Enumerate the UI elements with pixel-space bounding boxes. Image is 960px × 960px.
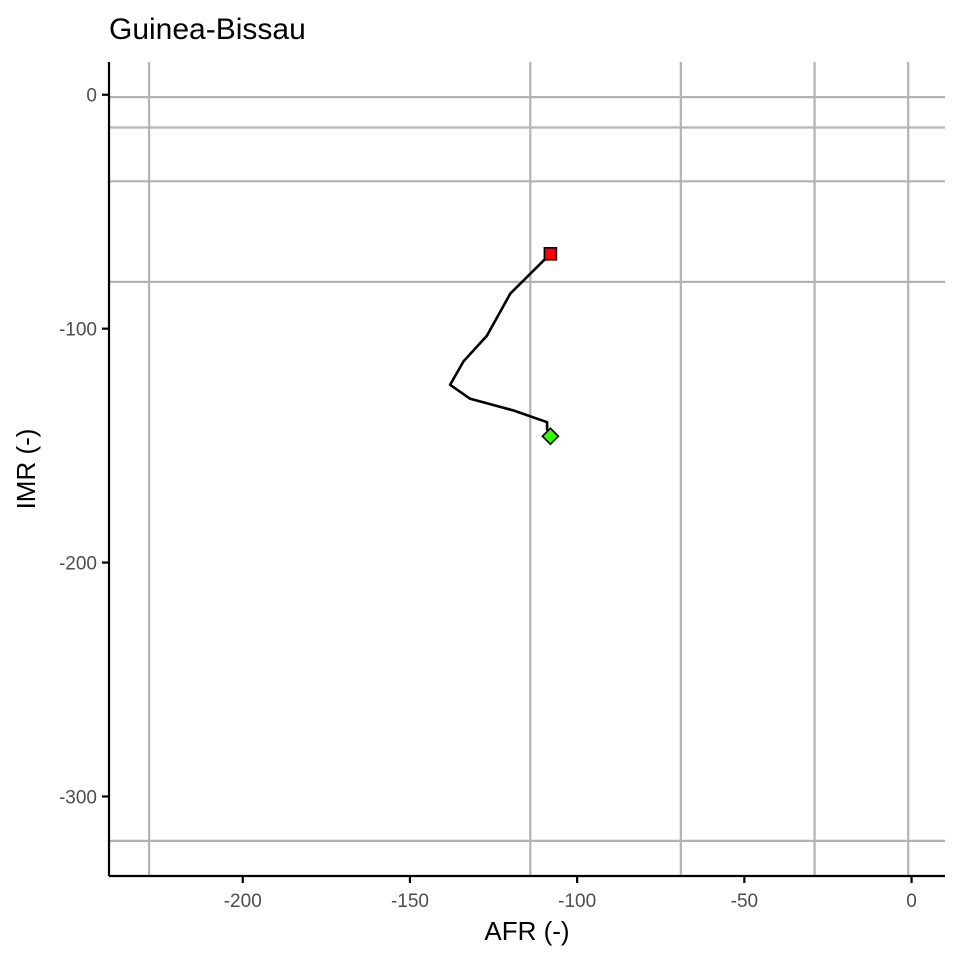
y-tick-label: -100 [59,320,97,341]
y-tick-label: -200 [59,554,97,575]
chart-title: Guinea-Bissau [109,13,306,46]
x-tick-label: -100 [558,891,596,912]
x-axis-label: AFR (-) [484,916,569,946]
series [448,247,560,446]
y-tick-label: -300 [59,787,97,808]
x-tick-label: -50 [731,891,758,912]
ticks: -200 -150 -100 -50 0 0 -100 -200 -300 [59,86,917,912]
reference-lines [109,62,945,876]
end-marker [541,427,560,446]
y-tick-label: 0 [86,86,97,107]
x-tick-label: 0 [906,891,917,912]
x-tick-label: -200 [224,891,262,912]
trajectory-line [448,252,552,437]
x-tick-label: -150 [391,891,429,912]
axes [107,62,945,878]
y-axis-label: IMR (-) [11,429,41,510]
start-marker [543,247,558,261]
